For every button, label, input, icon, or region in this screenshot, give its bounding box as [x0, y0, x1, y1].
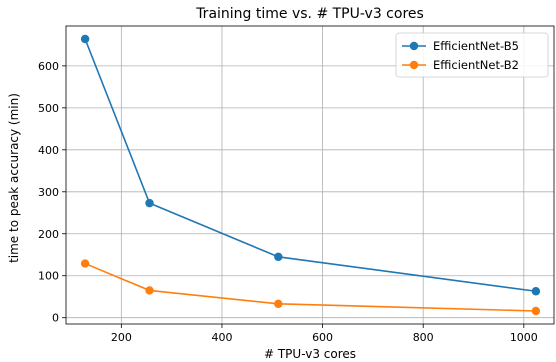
y-axis-label: time to peak accuracy (min) — [7, 93, 21, 263]
series-line-efficientnet-b5 — [84, 38, 536, 293]
y-tick-label: 100 — [38, 270, 59, 283]
data-point-efficientnet-b2 — [531, 306, 541, 316]
data-point-efficientnet-b5 — [80, 34, 90, 44]
data-point-efficientnet-b2 — [274, 299, 283, 309]
x-tick-label: 800 — [413, 331, 434, 344]
chart-title: Training time vs. # TPU-v3 cores — [195, 6, 424, 22]
legend-marker-efficientnet-b5 — [409, 41, 419, 51]
y-tick-label: 600 — [38, 60, 59, 73]
y-tick-label: 200 — [38, 228, 59, 241]
plot-frame — [65, 25, 555, 325]
ticks: 200 400 600 800 1000 0 100 200 300 400 500 600 — [38, 60, 538, 344]
series-layer — [80, 34, 541, 316]
y-tick-label: 0 — [52, 312, 59, 325]
x-tick-label: 600 — [312, 331, 333, 344]
data-point-efficientnet-b5 — [531, 287, 541, 296]
legend-box — [395, 32, 549, 78]
x-tick-label: 200 — [111, 331, 132, 344]
y-tick-label: 500 — [38, 102, 59, 115]
y-tick-label: 300 — [38, 186, 59, 199]
y-tick-label: 400 — [38, 144, 59, 157]
legend-label-efficientnet-b2: EfficientNet-B2 — [433, 58, 519, 72]
data-point-efficientnet-b5 — [274, 252, 283, 262]
data-point-efficientnet-b2 — [145, 286, 154, 295]
legend: EfficientNet-B5 EfficientNet-B2 — [395, 32, 549, 78]
x-tick-label: 1000 — [510, 331, 538, 344]
legend-marker-efficientnet-b2 — [409, 60, 419, 70]
x-tick-label: 400 — [211, 331, 232, 344]
legend-label-efficientnet-b5: EfficientNet-B5 — [433, 39, 519, 53]
x-axis-label: # TPU-v3 cores — [264, 347, 356, 361]
grid — [66, 26, 554, 324]
data-point-efficientnet-b5 — [145, 198, 154, 208]
series-line-efficientnet-b2 — [84, 262, 536, 312]
data-point-efficientnet-b2 — [80, 259, 90, 268]
